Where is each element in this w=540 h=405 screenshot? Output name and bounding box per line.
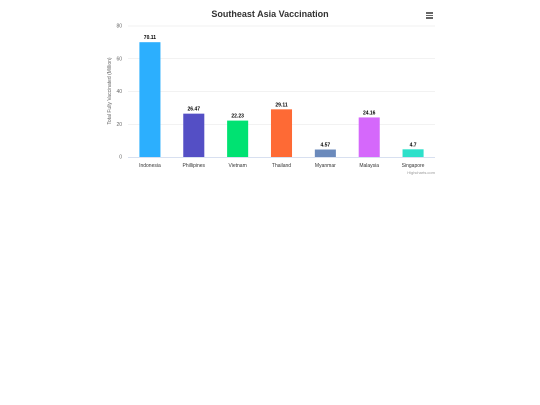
y-tick-label: 80 xyxy=(116,24,122,30)
x-category-label: Indonesia xyxy=(139,163,161,169)
bar-phillipines[interactable] xyxy=(183,113,205,157)
data-labels: 70.11 26.47 22.23 29.11 4.57 24.16 4.7 xyxy=(144,35,417,148)
chart-title: Southeast Asia Vaccination xyxy=(211,9,328,19)
y-tick-label: 20 xyxy=(116,122,122,128)
y-tick-label: 40 xyxy=(116,89,122,95)
bar-vietnam[interactable] xyxy=(227,120,249,157)
data-label: 4.57 xyxy=(320,143,330,149)
x-category-label: Malaysia xyxy=(359,163,379,169)
x-category-label: Vietnam xyxy=(229,163,247,169)
bar-singapore[interactable] xyxy=(402,149,424,157)
bar-indonesia[interactable] xyxy=(139,42,161,158)
data-label: 24.16 xyxy=(363,110,376,116)
data-label: 22.23 xyxy=(231,114,244,120)
data-label: 26.47 xyxy=(188,107,201,113)
menu-line xyxy=(425,17,433,19)
y-tick-label: 0 xyxy=(119,155,122,161)
y-tick-label: 60 xyxy=(116,56,122,62)
data-label: 29.11 xyxy=(275,102,287,108)
y-axis-ticks: 0 20 40 60 80 xyxy=(116,24,122,161)
bar-myanmar[interactable] xyxy=(314,149,336,157)
x-axis-categories: Indonesia Phillipines Vietnam Thailand Myanm… xyxy=(139,163,425,169)
x-category-label: Singapore xyxy=(402,163,425,169)
chart-svg: Southeast Asia Vaccination Total Fully V… xyxy=(107,9,436,175)
bars[interactable] xyxy=(139,42,424,158)
data-label: 70.11 xyxy=(144,35,156,41)
data-label: 4.7 xyxy=(410,142,417,148)
bar-malaysia[interactable] xyxy=(358,117,380,157)
menu-line xyxy=(425,14,433,17)
bar-thailand[interactable] xyxy=(270,109,293,157)
x-category-label: Thailand xyxy=(272,163,291,169)
y-axis-label: Total Fully Vaccinated (Million) xyxy=(107,57,113,124)
menu-line xyxy=(425,12,433,14)
hamburger-menu-icon[interactable] xyxy=(423,11,435,21)
x-category-label: Myanmar xyxy=(315,163,336,169)
x-category-label: Phillipines xyxy=(183,163,206,169)
credits-text[interactable]: Highcharts.com xyxy=(407,170,435,175)
chart-container: Southeast Asia Vaccination Total Fully V… xyxy=(0,0,540,180)
